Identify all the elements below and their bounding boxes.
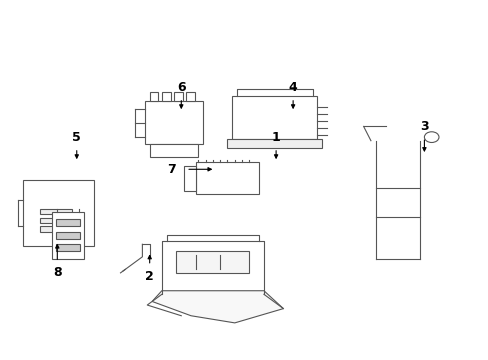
Bar [144,102,203,144]
Bar [183,166,196,191]
Text: 8: 8 [53,266,61,279]
Bar [40,226,72,232]
Bar [52,212,84,258]
Bar [232,96,317,139]
Circle shape [424,132,438,143]
Bar [56,232,80,239]
Bar [162,93,170,102]
Polygon shape [152,291,283,323]
Bar [176,251,249,273]
Bar [149,93,158,102]
Text: 5: 5 [72,131,81,144]
Bar [149,144,198,157]
Text: 3: 3 [419,120,428,133]
Bar [23,180,94,246]
Text: 1: 1 [271,131,280,144]
Text: 6: 6 [177,81,185,94]
Bar [56,219,80,226]
Text: 7: 7 [167,163,176,176]
Bar [186,93,195,102]
Text: 4: 4 [288,81,297,94]
Bar [40,208,72,214]
Bar [40,217,72,223]
Bar [196,162,259,194]
Text: 2: 2 [145,270,154,283]
Bar [174,93,183,102]
Bar [227,139,322,148]
Bar [56,244,80,251]
